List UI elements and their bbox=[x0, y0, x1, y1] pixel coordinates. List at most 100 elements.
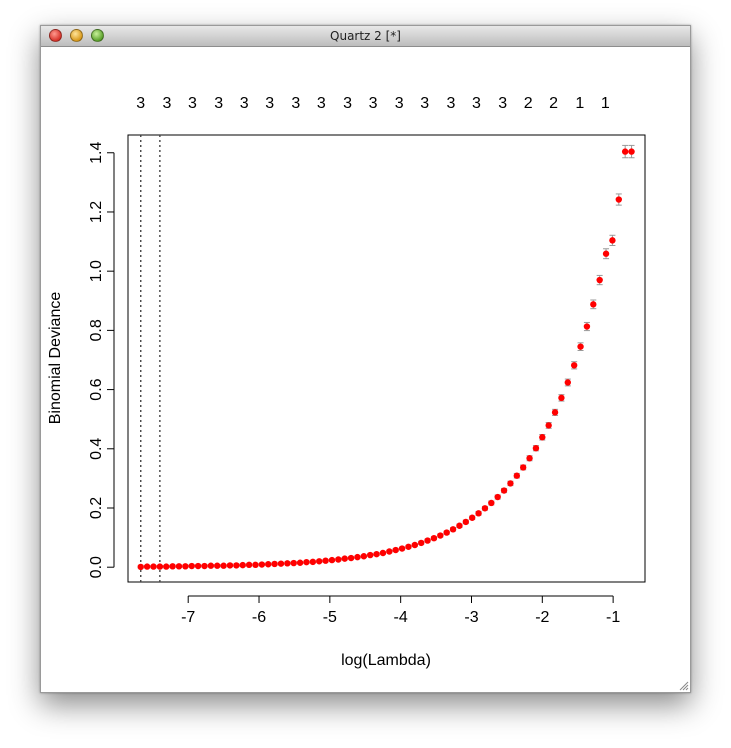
data-point bbox=[163, 563, 170, 570]
data-point bbox=[367, 551, 374, 559]
data-point bbox=[513, 472, 521, 479]
top-axis-label: 1 bbox=[601, 95, 610, 112]
data-point bbox=[245, 561, 253, 569]
data-point bbox=[494, 493, 501, 501]
y-tick-label: 1.0 bbox=[88, 260, 105, 282]
data-point bbox=[201, 562, 208, 570]
data-point bbox=[558, 394, 565, 402]
top-axis-label: 3 bbox=[369, 95, 378, 112]
data-point bbox=[519, 464, 527, 471]
data-point bbox=[239, 561, 246, 569]
data-point bbox=[182, 563, 189, 570]
data-point bbox=[468, 514, 476, 521]
data-point bbox=[500, 487, 508, 494]
data-point bbox=[532, 444, 540, 452]
data-point bbox=[526, 455, 533, 462]
top-axis-label: 2 bbox=[524, 95, 533, 112]
top-axis-label: 1 bbox=[575, 95, 584, 112]
y-tick-label: 0.8 bbox=[88, 319, 105, 341]
plot-frame bbox=[127, 134, 646, 583]
window-titlebar[interactable]: Quartz 2 [*] bbox=[41, 26, 690, 47]
minimize-button[interactable] bbox=[70, 29, 83, 42]
data-point bbox=[456, 522, 463, 529]
data-point bbox=[411, 541, 419, 549]
data-point bbox=[194, 562, 202, 570]
data-point bbox=[347, 554, 355, 562]
y-tick-label: 0.4 bbox=[88, 438, 105, 460]
data-point bbox=[443, 529, 450, 536]
data-point bbox=[590, 301, 597, 308]
data-point bbox=[150, 563, 157, 570]
data-point bbox=[609, 237, 616, 244]
data-point bbox=[258, 561, 266, 568]
data-point bbox=[379, 549, 387, 557]
zoom-button[interactable] bbox=[91, 29, 104, 42]
window-title: Quartz 2 [*] bbox=[330, 29, 401, 43]
reference-lines bbox=[140, 135, 161, 582]
y-axis-label: Binomial Deviance bbox=[47, 292, 64, 425]
data-point bbox=[303, 558, 310, 566]
x-axis: -7 -6 -5 -4 -3 -2 -1 bbox=[181, 595, 620, 626]
data-point bbox=[252, 561, 259, 569]
y-tick-label: 0.2 bbox=[88, 497, 105, 519]
data-point bbox=[322, 557, 329, 564]
data-point bbox=[328, 556, 336, 564]
x-tick-label: -3 bbox=[464, 609, 478, 626]
data-point bbox=[602, 250, 610, 257]
data-point bbox=[290, 559, 297, 567]
y-tick-label: 0.0 bbox=[88, 556, 105, 578]
top-axis-label: 3 bbox=[343, 95, 352, 112]
data-point bbox=[621, 148, 629, 155]
data-point bbox=[296, 559, 304, 566]
data-point bbox=[398, 545, 406, 552]
data-point bbox=[596, 276, 603, 284]
data-point bbox=[271, 560, 278, 568]
top-axis-label: 3 bbox=[420, 95, 429, 112]
x-tick-label: -2 bbox=[535, 609, 549, 626]
data-point bbox=[507, 480, 514, 487]
data-point bbox=[277, 560, 285, 567]
data-point bbox=[137, 563, 144, 571]
y-tick-label: 0.6 bbox=[88, 378, 105, 400]
data-point bbox=[214, 562, 221, 569]
data-point bbox=[354, 553, 361, 561]
data-point bbox=[481, 505, 489, 512]
data-point bbox=[437, 532, 444, 539]
data-point bbox=[430, 534, 438, 542]
data-point bbox=[169, 563, 176, 570]
data-point bbox=[577, 343, 584, 350]
data-point bbox=[424, 537, 431, 544]
data-point bbox=[615, 196, 622, 203]
top-axis-label: 3 bbox=[395, 95, 404, 112]
data-point bbox=[386, 548, 393, 555]
data-point bbox=[156, 563, 164, 570]
data-point bbox=[564, 379, 572, 386]
top-axis-label: 3 bbox=[498, 95, 507, 112]
top-axis-label: 3 bbox=[214, 95, 223, 112]
data-point bbox=[143, 563, 151, 570]
data-point bbox=[462, 518, 470, 526]
top-axis-label: 3 bbox=[136, 95, 145, 112]
y-axis: 0.0 0.2 0.4 0.6 0.8 1.0 1.2 1.4 bbox=[88, 142, 115, 578]
data-point bbox=[570, 362, 578, 369]
data-points bbox=[137, 148, 635, 571]
y-tick-label: 1.2 bbox=[88, 201, 105, 223]
data-point bbox=[488, 499, 495, 507]
x-axis-label: log(Lambda) bbox=[341, 652, 431, 669]
data-point bbox=[284, 560, 291, 567]
data-point bbox=[316, 558, 323, 565]
y-tick-label: 1.4 bbox=[88, 142, 105, 164]
data-point bbox=[392, 546, 399, 554]
close-button[interactable] bbox=[49, 29, 62, 42]
x-tick-label: -6 bbox=[252, 609, 266, 626]
data-point bbox=[449, 526, 457, 533]
data-point bbox=[628, 148, 635, 155]
data-point bbox=[583, 323, 591, 330]
top-axis-label: 3 bbox=[265, 95, 274, 112]
top-axis-label: 3 bbox=[162, 95, 171, 112]
resize-grip-icon[interactable] bbox=[677, 679, 689, 691]
data-point bbox=[475, 510, 482, 517]
data-point bbox=[418, 539, 425, 547]
